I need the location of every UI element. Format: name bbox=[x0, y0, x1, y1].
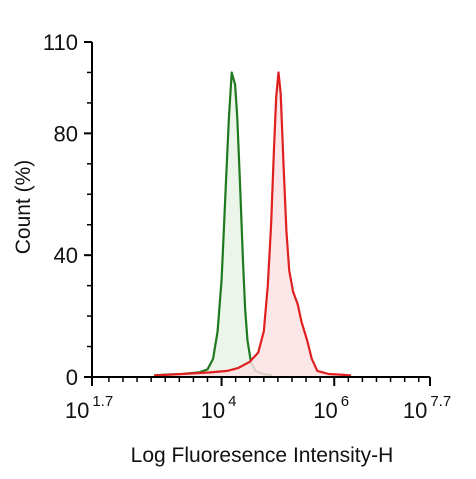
x-tick-label: 10 6 bbox=[313, 393, 349, 423]
series-1-fill bbox=[154, 72, 273, 377]
series-2-line bbox=[153, 71, 352, 377]
plot-layer bbox=[153, 71, 352, 377]
y-tick-label: 80 bbox=[54, 121, 78, 146]
y-axis-title: Count (%) bbox=[12, 160, 35, 255]
x-axis-title: Log Fluoresence Intensity-H bbox=[131, 444, 394, 467]
y-tick-label: 0 bbox=[66, 365, 78, 390]
y-tick-label: 110 bbox=[43, 30, 78, 55]
x-tick-label: 10 1.7 bbox=[65, 393, 113, 423]
x-axis-ticks: 10 1.7 10 4 10 6 10 7.7 bbox=[65, 377, 451, 423]
x-tick-label: 10 4 bbox=[201, 393, 237, 423]
series-2-fill bbox=[154, 72, 352, 377]
series-1-line bbox=[153, 71, 273, 377]
y-axis-ticks: 0 40 80 110 bbox=[43, 30, 92, 390]
y-tick-label: 40 bbox=[54, 243, 78, 268]
x-tick-label: 10 7.7 bbox=[403, 393, 451, 423]
